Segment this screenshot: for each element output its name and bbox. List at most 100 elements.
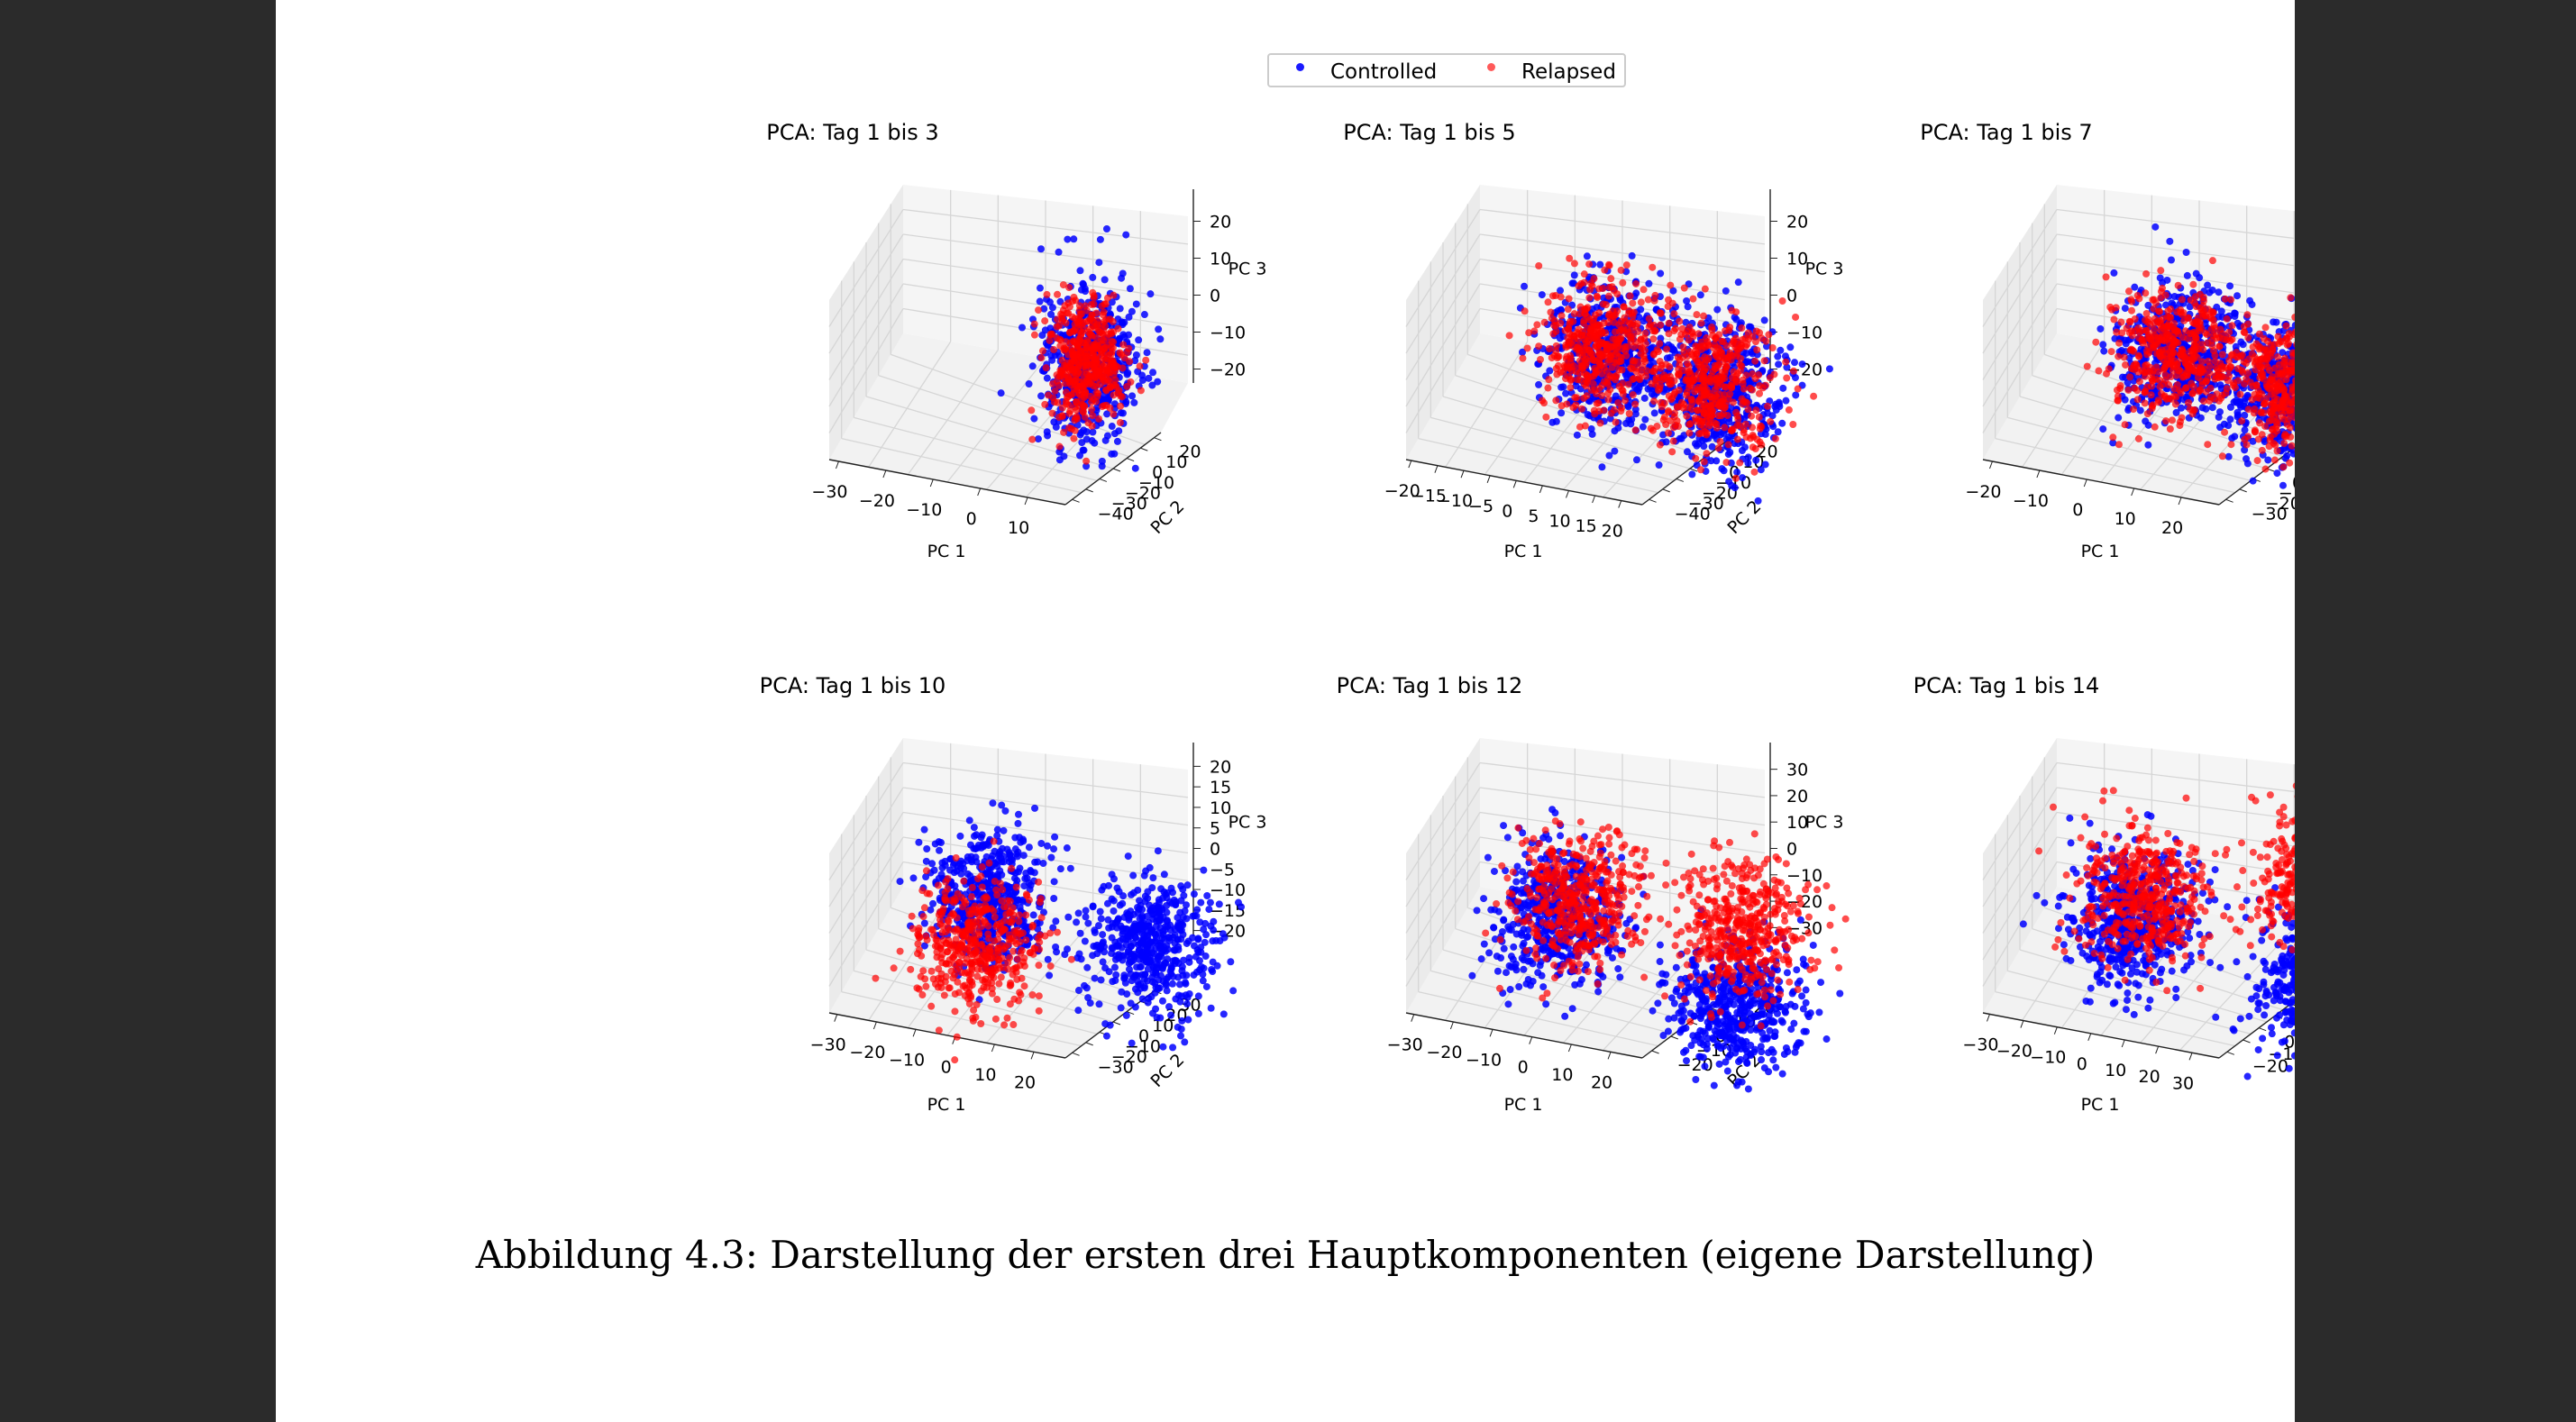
relapsed-point bbox=[1092, 382, 1101, 390]
relapsed-point bbox=[1783, 374, 1791, 382]
relapsed-point bbox=[1726, 324, 1734, 332]
relapsed-point bbox=[2115, 339, 2124, 347]
relapsed-point bbox=[1591, 410, 1599, 418]
controlled-point bbox=[1640, 317, 1648, 325]
controlled-point bbox=[1546, 367, 1554, 375]
relapsed-point bbox=[1525, 329, 1533, 337]
relapsed-point bbox=[1722, 362, 1731, 370]
controlled-point bbox=[1628, 251, 1636, 260]
relapsed-point bbox=[1595, 385, 1603, 393]
relapsed-point bbox=[2254, 435, 2262, 443]
grid-line bbox=[865, 396, 1114, 469]
relapsed-point bbox=[1715, 390, 1723, 398]
z-tick-label: 10 bbox=[1786, 250, 1808, 269]
x-axis-line bbox=[1405, 459, 1643, 506]
relapsed-point bbox=[2174, 281, 2182, 289]
relapsed-point bbox=[2129, 406, 2137, 414]
controlled-point bbox=[1519, 348, 1527, 356]
relapsed-point bbox=[1102, 387, 1110, 395]
relapsed-point bbox=[2138, 335, 2146, 343]
relapsed-point bbox=[1053, 323, 1061, 331]
relapsed-point bbox=[2114, 397, 2122, 405]
controlled-point bbox=[1588, 430, 1596, 438]
relapsed-point bbox=[2143, 318, 2151, 326]
relapsed-point bbox=[1088, 406, 1096, 414]
controlled-point bbox=[1712, 430, 1720, 438]
relapsed-point bbox=[1721, 404, 1729, 412]
controlled-point bbox=[1538, 291, 1546, 299]
controlled-point bbox=[1076, 267, 1084, 275]
relapsed-point bbox=[1604, 292, 1612, 300]
controlled-point bbox=[1778, 419, 1786, 427]
relapsed-point bbox=[1092, 373, 1100, 381]
relapsed-point bbox=[2142, 289, 2150, 297]
relapsed-point bbox=[1557, 402, 1566, 410]
relapsed-point bbox=[2147, 391, 2155, 399]
controlled-point bbox=[1657, 269, 1665, 278]
relapsed-point bbox=[2256, 343, 2264, 351]
relapsed-point bbox=[1693, 311, 1701, 319]
relapsed-point bbox=[1666, 363, 1674, 371]
relapsed-point bbox=[2189, 406, 2197, 415]
controlled-point bbox=[2272, 318, 2280, 326]
controlled-point bbox=[2239, 341, 2247, 349]
controlled-point bbox=[1070, 235, 1078, 243]
relapsed-point bbox=[1685, 429, 1694, 437]
relapsed-point bbox=[2178, 296, 2186, 304]
relapsed-point bbox=[2108, 305, 2116, 314]
relapsed-point bbox=[1650, 397, 1658, 406]
relapsed-point bbox=[1540, 318, 1548, 326]
relapsed-point bbox=[1744, 329, 1752, 337]
x-tick-label: −30 bbox=[811, 482, 847, 502]
relapsed-point bbox=[1625, 309, 1633, 317]
controlled-point bbox=[1122, 231, 1130, 239]
relapsed-point bbox=[1613, 290, 1621, 298]
relapsed-point bbox=[1733, 412, 1741, 420]
relapsed-point bbox=[1088, 398, 1096, 406]
relapsed-point bbox=[1607, 275, 1615, 283]
relapsed-point bbox=[1049, 379, 1057, 387]
relapsed-point bbox=[1582, 361, 1590, 369]
relapsed-point bbox=[2109, 433, 2117, 442]
relapsed-point bbox=[2282, 368, 2290, 376]
relapsed-point bbox=[1782, 358, 1790, 366]
relapsed-point bbox=[1109, 317, 1117, 325]
relapsed-point bbox=[2241, 379, 2249, 387]
relapsed-point bbox=[1600, 378, 1608, 386]
relapsed-point bbox=[1075, 319, 1083, 327]
relapsed-point bbox=[2223, 314, 2231, 323]
relapsed-point bbox=[1599, 300, 1607, 308]
controlled-point bbox=[1101, 436, 1110, 444]
relapsed-point bbox=[2083, 362, 2091, 370]
controlled-point bbox=[2264, 456, 2272, 464]
relapsed-point bbox=[2228, 322, 2236, 330]
controlled-point bbox=[1584, 411, 1592, 419]
controlled-point bbox=[1596, 260, 1604, 269]
relapsed-point bbox=[1697, 421, 1705, 429]
relapsed-point bbox=[1636, 376, 1644, 384]
relapsed-point bbox=[1571, 394, 1579, 402]
controlled-point bbox=[1774, 352, 1782, 360]
relapsed-point bbox=[1581, 305, 1589, 314]
x-tick bbox=[1592, 495, 1596, 504]
relapsed-point bbox=[1598, 391, 1606, 399]
controlled-point bbox=[1688, 470, 1696, 479]
controlled-point bbox=[1605, 451, 1613, 460]
relapsed-point bbox=[1671, 388, 1679, 397]
controlled-point bbox=[1079, 280, 1087, 288]
controlled-point bbox=[1080, 446, 1088, 454]
controlled-point bbox=[1089, 428, 1097, 436]
relapsed-point bbox=[1537, 356, 1545, 364]
controlled-point bbox=[1632, 456, 1640, 464]
relapsed-point bbox=[1107, 328, 1115, 336]
controlled-point bbox=[1763, 409, 1771, 417]
controlled-point bbox=[1048, 304, 1056, 312]
relapsed-point bbox=[1629, 357, 1637, 365]
relapsed-point bbox=[1058, 316, 1066, 324]
relapsed-point bbox=[1544, 384, 1552, 392]
z-tick-label: 20 bbox=[1210, 213, 1231, 232]
relapsed-point bbox=[1067, 391, 1075, 399]
relapsed-point bbox=[2107, 348, 2115, 356]
